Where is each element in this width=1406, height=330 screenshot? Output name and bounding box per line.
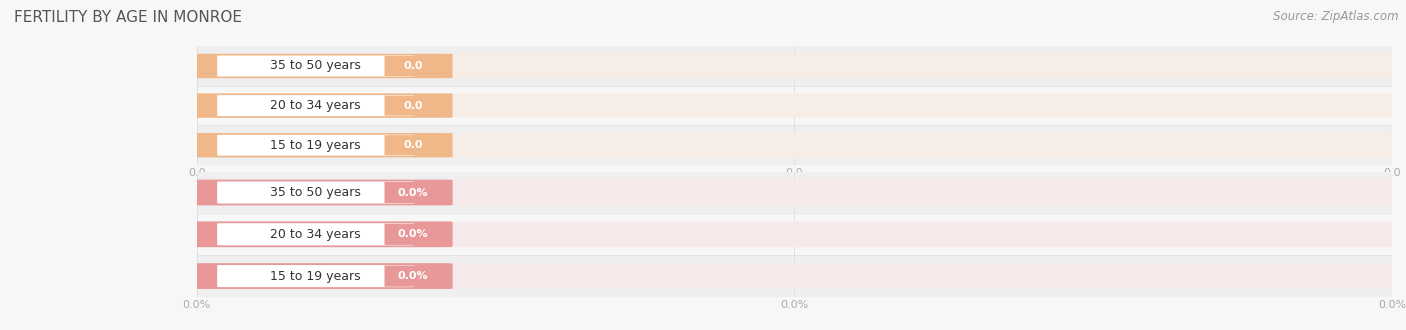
Text: 35 to 50 years: 35 to 50 years	[270, 59, 361, 73]
Text: FERTILITY BY AGE IN MONROE: FERTILITY BY AGE IN MONROE	[14, 10, 242, 25]
Text: 0.0%: 0.0%	[398, 271, 429, 281]
FancyBboxPatch shape	[217, 135, 415, 156]
Bar	[197, 214, 1392, 255]
Text: 0.0%: 0.0%	[398, 187, 429, 197]
FancyBboxPatch shape	[384, 182, 441, 203]
FancyBboxPatch shape	[188, 54, 1399, 78]
FancyBboxPatch shape	[188, 93, 453, 118]
FancyBboxPatch shape	[188, 133, 453, 157]
Text: 20 to 34 years: 20 to 34 years	[270, 99, 361, 112]
FancyBboxPatch shape	[188, 263, 1399, 289]
FancyBboxPatch shape	[188, 221, 453, 247]
Text: 15 to 19 years: 15 to 19 years	[270, 270, 361, 282]
Text: 0.0%: 0.0%	[398, 229, 429, 239]
Text: 0.0: 0.0	[404, 101, 423, 111]
FancyBboxPatch shape	[188, 221, 1399, 247]
FancyBboxPatch shape	[384, 224, 441, 245]
Text: 35 to 50 years: 35 to 50 years	[270, 186, 361, 199]
FancyBboxPatch shape	[188, 180, 453, 205]
Bar	[197, 46, 1392, 86]
Text: Source: ZipAtlas.com: Source: ZipAtlas.com	[1274, 10, 1399, 23]
Bar	[197, 86, 1392, 125]
FancyBboxPatch shape	[384, 265, 441, 287]
FancyBboxPatch shape	[384, 96, 441, 115]
FancyBboxPatch shape	[188, 133, 1399, 157]
Bar	[197, 125, 1392, 165]
FancyBboxPatch shape	[217, 95, 415, 116]
Text: 0.0: 0.0	[404, 140, 423, 150]
Bar	[197, 255, 1392, 297]
FancyBboxPatch shape	[188, 263, 453, 289]
FancyBboxPatch shape	[384, 135, 441, 155]
FancyBboxPatch shape	[217, 55, 415, 77]
FancyBboxPatch shape	[384, 56, 441, 76]
FancyBboxPatch shape	[217, 182, 415, 204]
FancyBboxPatch shape	[217, 223, 415, 246]
Text: 0.0: 0.0	[404, 61, 423, 71]
Bar	[197, 172, 1392, 214]
FancyBboxPatch shape	[188, 54, 453, 78]
FancyBboxPatch shape	[188, 93, 1399, 118]
FancyBboxPatch shape	[188, 180, 1399, 205]
FancyBboxPatch shape	[217, 265, 415, 287]
Text: 15 to 19 years: 15 to 19 years	[270, 139, 361, 152]
Text: 20 to 34 years: 20 to 34 years	[270, 228, 361, 241]
